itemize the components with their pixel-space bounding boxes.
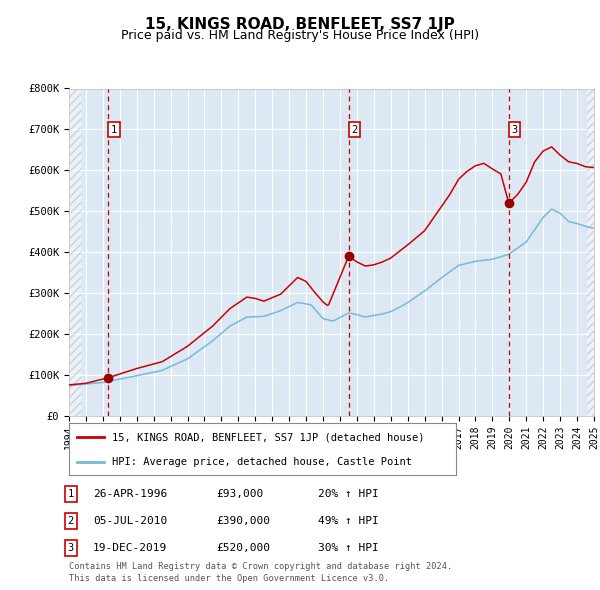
Text: 2: 2 <box>68 516 74 526</box>
Text: 15, KINGS ROAD, BENFLEET, SS7 1JP: 15, KINGS ROAD, BENFLEET, SS7 1JP <box>145 17 455 31</box>
Text: 3: 3 <box>68 543 74 553</box>
Text: 30% ↑ HPI: 30% ↑ HPI <box>318 543 379 553</box>
Text: This data is licensed under the Open Government Licence v3.0.: This data is licensed under the Open Gov… <box>69 574 389 583</box>
Bar <box>69 88 81 416</box>
Text: Price paid vs. HM Land Registry's House Price Index (HPI): Price paid vs. HM Land Registry's House … <box>121 30 479 42</box>
Text: 19-DEC-2019: 19-DEC-2019 <box>93 543 167 553</box>
Text: 05-JUL-2010: 05-JUL-2010 <box>93 516 167 526</box>
Text: 3: 3 <box>511 124 518 135</box>
Text: 15, KINGS ROAD, BENFLEET, SS7 1JP (detached house): 15, KINGS ROAD, BENFLEET, SS7 1JP (detac… <box>112 432 424 442</box>
Text: £93,000: £93,000 <box>216 489 263 499</box>
Text: 20% ↑ HPI: 20% ↑ HPI <box>318 489 379 499</box>
Text: HPI: Average price, detached house, Castle Point: HPI: Average price, detached house, Cast… <box>112 457 412 467</box>
Text: £520,000: £520,000 <box>216 543 270 553</box>
Text: 1: 1 <box>111 124 117 135</box>
Text: 26-APR-1996: 26-APR-1996 <box>93 489 167 499</box>
Text: Contains HM Land Registry data © Crown copyright and database right 2024.: Contains HM Land Registry data © Crown c… <box>69 562 452 571</box>
Text: 1: 1 <box>68 489 74 499</box>
Text: 49% ↑ HPI: 49% ↑ HPI <box>318 516 379 526</box>
Bar <box>587 88 594 416</box>
Text: £390,000: £390,000 <box>216 516 270 526</box>
Text: 2: 2 <box>351 124 358 135</box>
